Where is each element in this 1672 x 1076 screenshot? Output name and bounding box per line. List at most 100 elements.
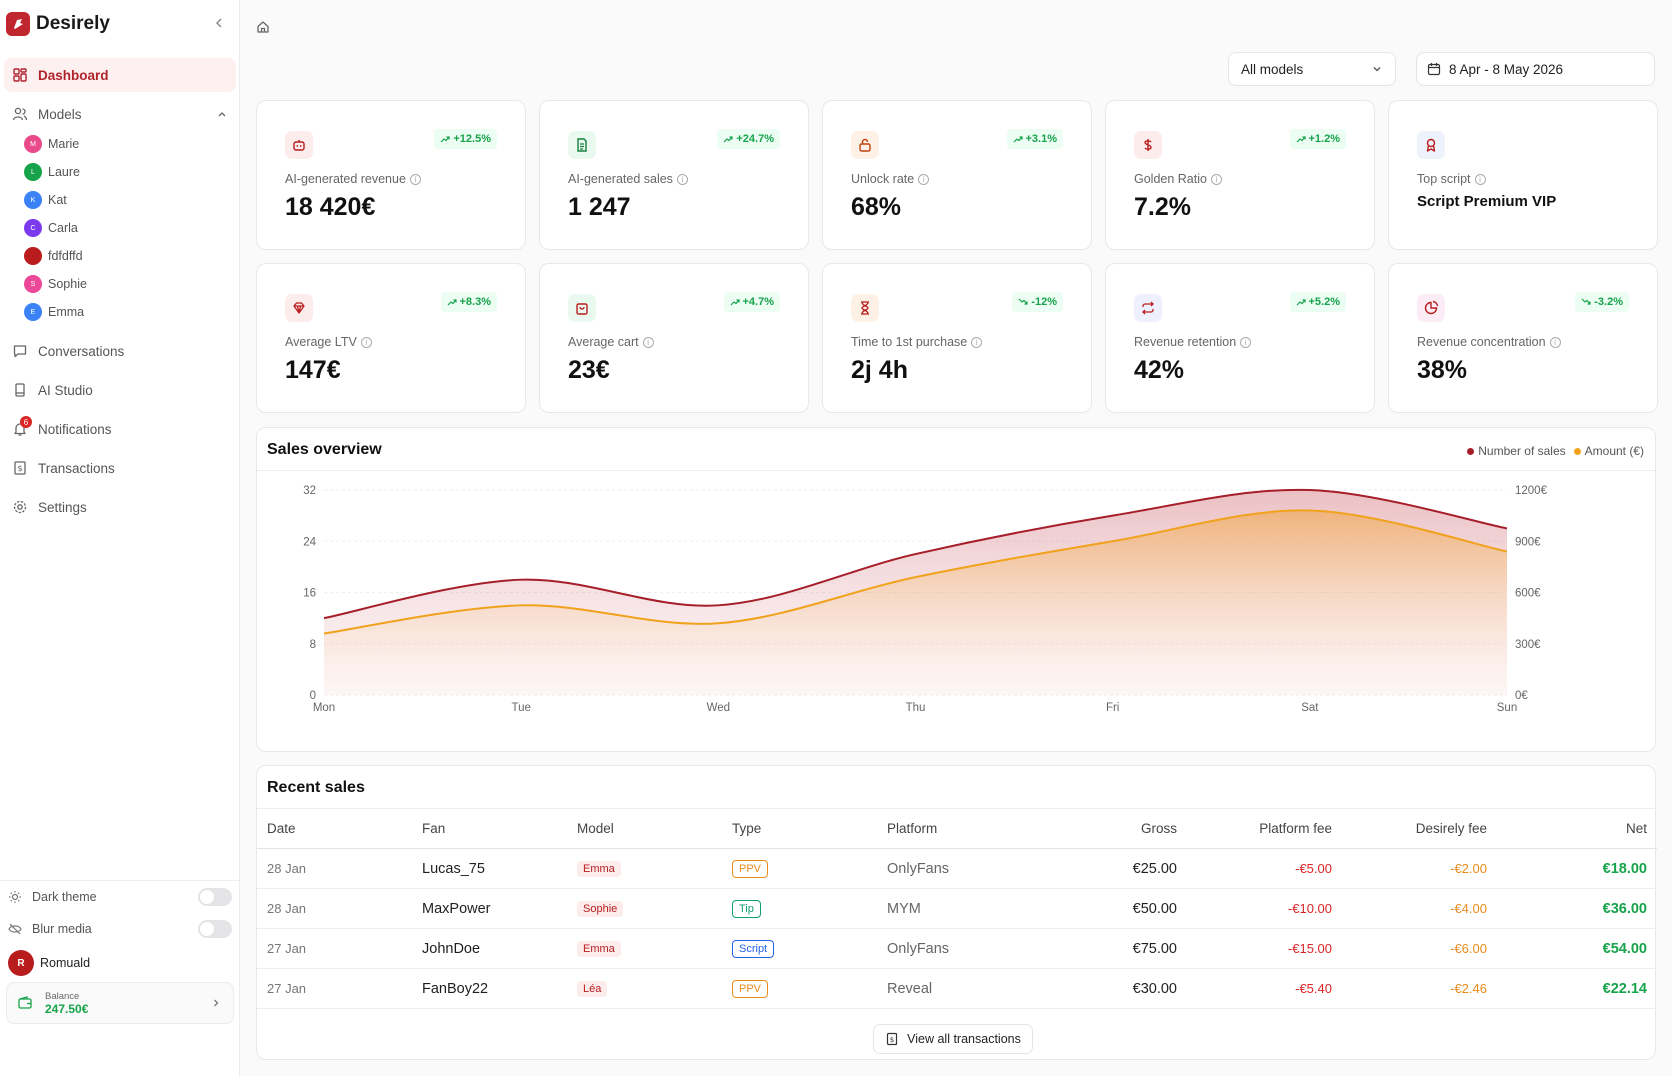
sidebar-model-item[interactable]: E Emma [24, 301, 84, 323]
gem-icon [285, 294, 313, 322]
sidebar-model-item[interactable]: M Marie [24, 133, 79, 155]
nav-dashboard[interactable]: Dashboard [4, 58, 236, 92]
nav-conversations[interactable]: Conversations [4, 334, 236, 368]
bell-icon-wrap: 6 [12, 416, 32, 437]
info-icon[interactable]: i [360, 336, 372, 348]
logo-mark-icon [6, 12, 30, 36]
y-right-tick-label: 600€ [1515, 588, 1541, 600]
app-logo[interactable]: Desirely [6, 12, 110, 36]
model-pill: Sophie [577, 901, 624, 917]
model-avatar: M [24, 135, 42, 153]
kpi-delta-badge: +1.2% [1289, 129, 1346, 149]
cell-platform: OnlyFans [877, 928, 1032, 969]
legend-amount-label: Amount (€) [1584, 444, 1644, 458]
svg-text:$: $ [17, 464, 22, 473]
cell-desirely-fee: -€4.00 [1342, 888, 1497, 929]
kpi-card: +8.3% Average LTV i 147€ [256, 263, 526, 413]
balance-card[interactable]: Balance 247.50€ [6, 982, 234, 1024]
sidebar-model-item[interactable]: fdfdffd [24, 245, 83, 267]
dark-theme-toggle[interactable] [198, 888, 232, 906]
home-icon[interactable] [256, 20, 270, 34]
kpi-label: Golden Ratio i [1134, 172, 1222, 186]
nav-models[interactable]: Models [4, 97, 236, 131]
kpi-label-text: AI-generated revenue [285, 172, 406, 186]
gear-icon [13, 500, 27, 514]
info-icon[interactable]: i [971, 336, 983, 348]
kpi-label: AI-generated sales i [568, 172, 688, 186]
panel-divider [257, 470, 1655, 471]
user-name: Romuald [40, 956, 91, 970]
kpi-delta-badge: +5.2% [1289, 292, 1346, 312]
model-name: Marie [48, 137, 80, 151]
unlock-icon [851, 131, 879, 159]
cell-type: Script [722, 928, 877, 969]
award-icon [1417, 131, 1445, 159]
cell-net: €54.00 [1497, 928, 1657, 969]
cell-desirely-fee: -€2.00 [1342, 848, 1497, 889]
nav-transactions[interactable]: $ Transactions [4, 451, 236, 485]
view-all-label: View all transactions [907, 1032, 1021, 1046]
sidebar-model-item[interactable]: S Sophie [24, 273, 87, 295]
info-icon[interactable]: i [1210, 173, 1222, 185]
info-icon[interactable]: i [1474, 173, 1486, 185]
date-range-picker[interactable]: 8 Apr - 8 May 2026 [1416, 52, 1655, 86]
y-right-tick-label: 1200€ [1515, 485, 1548, 497]
type-badge: PPV [732, 859, 769, 878]
cell-fan: Lucas_75 [412, 848, 567, 889]
nav-settings[interactable]: Settings [4, 490, 236, 524]
kpi-delta-badge: +24.7% [717, 129, 780, 149]
kpi-delta-value: +24.7% [736, 133, 774, 145]
info-icon[interactable]: i [409, 173, 421, 185]
kpi-value: 42% [1134, 356, 1185, 384]
kpi-value: 18 420€ [285, 193, 376, 221]
info-icon[interactable]: i [918, 173, 930, 185]
kpi-label-text: Average cart [568, 335, 639, 349]
collapse-sidebar-icon[interactable] [212, 16, 226, 30]
models-filter-select[interactable]: All models [1228, 52, 1396, 86]
cell-model: Emma [567, 928, 722, 969]
y-left-tick-label: 8 [310, 639, 316, 651]
y-left-tick-label: 24 [303, 536, 316, 548]
view-all-transactions-button[interactable]: $ View all transactions [873, 1024, 1033, 1054]
table-row[interactable]: 27 Jan FanBoy22 Léa PPV Reveal €30.00 -€… [257, 968, 1657, 1009]
model-name: Kat [48, 193, 67, 207]
col-platform: Platform [877, 808, 1032, 849]
repeat-icon [1134, 294, 1162, 322]
kpi-label-text: Time to 1st purchase [851, 335, 968, 349]
avatar: R [8, 950, 34, 976]
user-profile[interactable]: R Romuald [8, 950, 90, 976]
chevron-up-icon[interactable] [216, 108, 228, 120]
kpi-card: -3.2% Revenue concentration i 38% [1388, 263, 1658, 413]
info-icon[interactable]: i [676, 173, 688, 185]
sidebar-model-item[interactable]: C Carla [24, 217, 78, 239]
kpi-value: 1 247 [568, 193, 631, 221]
kpi-card: +3.1% Unlock rate i 68% [822, 100, 1092, 250]
recent-sales-title: Recent sales [267, 779, 365, 796]
date-range-value: 8 Apr - 8 May 2026 [1449, 61, 1564, 77]
nav-ai-studio[interactable]: AI Studio [4, 373, 236, 407]
nav-notifications[interactable]: 6 Notifications [4, 412, 236, 446]
type-badge: PPV [732, 979, 769, 998]
legend-sales-label: Number of sales [1478, 444, 1566, 458]
table-row[interactable]: 28 Jan Lucas_75 Emma PPV OnlyFans €25.00… [257, 848, 1657, 889]
sidebar-model-item[interactable]: L Laure [24, 161, 80, 183]
nav-models-label: Models [38, 106, 82, 122]
cell-desirely-fee: -€6.00 [1342, 928, 1497, 969]
cell-date: 28 Jan [257, 888, 412, 929]
info-icon[interactable]: i [1240, 336, 1252, 348]
table-row[interactable]: 27 Jan JohnDoe Emma Script OnlyFans €75.… [257, 928, 1657, 969]
info-icon[interactable]: i [1549, 336, 1561, 348]
info-icon[interactable]: i [642, 336, 654, 348]
kpi-delta-value: -3.2% [1594, 296, 1623, 308]
sidebar-model-item[interactable]: K Kat [24, 189, 67, 211]
kpi-delta-badge: +8.3% [440, 292, 497, 312]
cell-type: Tip [722, 888, 877, 929]
table-row[interactable]: 28 Jan MaxPower Sophie Tip MYM €50.00 -€… [257, 888, 1657, 929]
sales-overview-title: Sales overview [267, 441, 382, 458]
cell-fan: JohnDoe [412, 928, 567, 969]
blur-media-toggle[interactable] [198, 920, 232, 938]
amount-area [324, 510, 1507, 695]
notifications-count-badge: 6 [20, 416, 32, 428]
y-left-tick-label: 0 [310, 690, 316, 702]
kpi-value: 38% [1417, 356, 1468, 384]
